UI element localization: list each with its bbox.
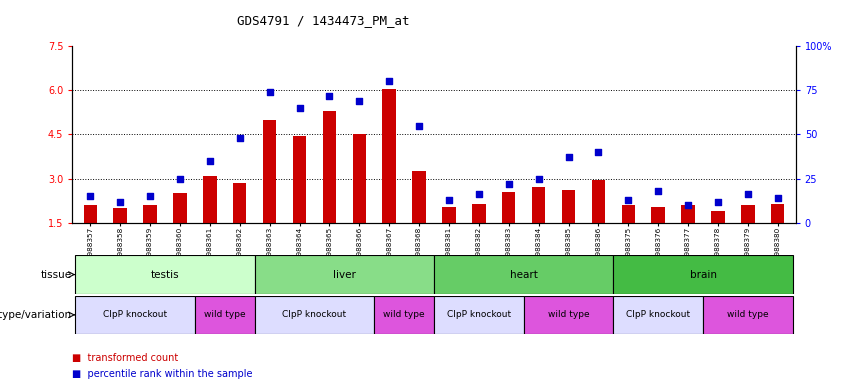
Bar: [143, 205, 157, 223]
Point: [591, 149, 605, 155]
Text: wild type: wild type: [204, 310, 246, 319]
Bar: [233, 183, 247, 223]
Bar: [254, 296, 374, 334]
Bar: [652, 207, 665, 223]
Bar: [614, 255, 792, 294]
Bar: [174, 193, 186, 223]
Bar: [562, 190, 575, 223]
Bar: [682, 205, 694, 223]
Bar: [413, 171, 426, 223]
Bar: [523, 296, 614, 334]
Point: [352, 98, 366, 104]
Point: [502, 181, 516, 187]
Bar: [76, 296, 195, 334]
Point: [382, 78, 396, 84]
Text: ClpP knockout: ClpP knockout: [447, 310, 511, 319]
Point: [472, 191, 486, 197]
Point: [621, 197, 635, 203]
Bar: [621, 205, 635, 223]
Bar: [711, 211, 725, 223]
Point: [682, 202, 695, 208]
Point: [203, 158, 217, 164]
Point: [651, 188, 665, 194]
Point: [741, 191, 755, 197]
Bar: [293, 136, 306, 223]
Bar: [434, 255, 614, 294]
Text: testis: testis: [151, 270, 180, 280]
Bar: [443, 207, 455, 223]
Bar: [203, 175, 216, 223]
Bar: [263, 120, 277, 223]
Point: [532, 175, 545, 182]
Bar: [532, 187, 545, 223]
Bar: [113, 208, 127, 223]
Text: liver: liver: [333, 270, 356, 280]
Point: [562, 154, 575, 161]
Bar: [614, 296, 703, 334]
Bar: [352, 134, 366, 223]
Point: [711, 199, 725, 205]
Text: ClpP knockout: ClpP knockout: [283, 310, 346, 319]
Text: ClpP knockout: ClpP knockout: [103, 310, 167, 319]
Text: ■  percentile rank within the sample: ■ percentile rank within the sample: [72, 369, 253, 379]
Point: [412, 122, 426, 129]
Bar: [254, 255, 434, 294]
Bar: [591, 180, 605, 223]
Point: [293, 105, 306, 111]
Point: [83, 193, 97, 199]
Point: [263, 89, 277, 95]
Point: [143, 193, 157, 199]
Text: wild type: wild type: [727, 310, 768, 319]
Bar: [83, 205, 97, 223]
Text: wild type: wild type: [383, 310, 425, 319]
Bar: [502, 192, 516, 223]
Text: tissue: tissue: [41, 270, 71, 280]
Point: [443, 197, 456, 203]
Text: ■  transformed count: ■ transformed count: [72, 353, 179, 363]
Text: genotype/variation: genotype/variation: [0, 310, 71, 320]
Point: [173, 175, 186, 182]
Text: ClpP knockout: ClpP knockout: [626, 310, 690, 319]
Text: brain: brain: [689, 270, 717, 280]
Bar: [382, 89, 396, 223]
Point: [233, 135, 247, 141]
Bar: [323, 111, 336, 223]
Point: [323, 93, 336, 99]
Bar: [76, 255, 254, 294]
Text: wild type: wild type: [548, 310, 590, 319]
Text: heart: heart: [510, 270, 538, 280]
Point: [113, 199, 127, 205]
Bar: [703, 296, 792, 334]
Bar: [472, 204, 486, 223]
Bar: [741, 205, 755, 223]
Point: [771, 195, 785, 201]
Text: GDS4791 / 1434473_PM_at: GDS4791 / 1434473_PM_at: [237, 14, 409, 27]
Bar: [195, 296, 254, 334]
Bar: [374, 296, 434, 334]
Bar: [771, 204, 785, 223]
Bar: [434, 296, 523, 334]
